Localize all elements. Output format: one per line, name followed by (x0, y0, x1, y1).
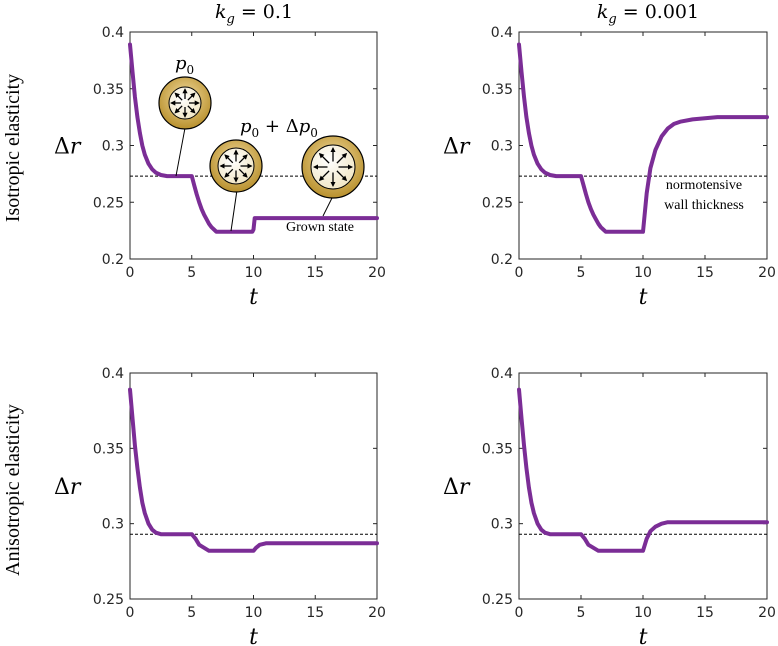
pressure-arrow (187, 92, 196, 101)
pressure-arrow (238, 154, 248, 164)
y-tick-label: 0.35 (93, 82, 124, 98)
row-label-anisotropic: Anisotropic elasticity (2, 404, 24, 576)
y-axis-label: Δr (443, 475, 471, 500)
y-tick-label: 0.25 (482, 592, 513, 608)
x-tick-label: 5 (577, 605, 586, 621)
x-tick-label: 20 (758, 265, 776, 281)
series-line (128, 42, 379, 234)
y-axis-label: Δr (54, 475, 82, 500)
y-tick-label: 0.4 (491, 366, 513, 382)
plot-area (129, 372, 378, 600)
plot-area (518, 372, 768, 600)
y-tick-label: 0.25 (93, 592, 124, 608)
panel-bottom-right: 0 5 10 15 20 0.25 0.3 0.35 0.4 t Δr (443, 366, 776, 646)
pressure-arrow (336, 152, 348, 164)
vessel-diagram-grown (301, 135, 365, 217)
x-tick-label: 20 (758, 605, 776, 621)
x-tick-label: 5 (187, 605, 196, 621)
y-tick-label: 0.3 (102, 139, 124, 155)
x-tick-label: 15 (696, 605, 714, 621)
x-axis-label: t (639, 625, 648, 646)
label-wall-thickness: wall thickness (664, 198, 744, 213)
y-tick-label: 0.25 (93, 195, 124, 211)
pressure-arrow (224, 154, 234, 164)
x-tick-label: 10 (634, 265, 652, 281)
pressure-arrow (336, 170, 348, 182)
x-tick-label: 5 (577, 265, 586, 281)
x-tick-label: 5 (187, 265, 196, 281)
y-axis-label: Δr (54, 135, 82, 160)
x-tick-label: 15 (306, 265, 324, 281)
x-tick-label: 15 (306, 605, 324, 621)
column-title-left: kg = 0.1 (215, 1, 293, 27)
label-p0-plus-dp0: p0 + Δp0 (240, 116, 318, 140)
x-axis-label: t (639, 285, 648, 310)
y-tick-label: 0.4 (491, 25, 513, 41)
x-axis-label: t (249, 285, 258, 310)
y-tick-label: 0.25 (482, 195, 513, 211)
label-p0: p0 (175, 53, 194, 77)
x-tick-label: 10 (634, 605, 652, 621)
label-grown-state: Grown state (286, 220, 354, 235)
x-tick-label: 10 (245, 265, 263, 281)
y-tick-label: 0.4 (102, 366, 124, 382)
series-line (128, 387, 379, 553)
x-tick-label: 0 (126, 605, 135, 621)
pressure-arrow (224, 168, 234, 178)
y-tick-label: 0.3 (491, 139, 513, 155)
x-tick-label: 0 (515, 605, 524, 621)
y-tick-label: 0.35 (482, 441, 513, 457)
x-tick-label: 15 (696, 265, 714, 281)
y-tick-label: 0.4 (102, 25, 124, 41)
y-tick-label: 0.2 (491, 252, 513, 268)
pressure-arrow (174, 105, 183, 114)
label-normotensive: normotensive (666, 178, 742, 193)
x-tick-label: 20 (368, 605, 386, 621)
panel-top-right: 0 5 10 15 20 0.2 0.25 0.3 0.35 0.4 t Δr (443, 25, 776, 310)
x-tick-label: 20 (368, 265, 386, 281)
pressure-arrow (238, 168, 248, 178)
pressure-arrow (318, 152, 330, 164)
y-tick-label: 0.3 (102, 517, 124, 533)
x-tick-label: 0 (515, 265, 524, 281)
y-tick-label: 0.3 (491, 517, 513, 533)
vessel-diagram-p0-plus-dp0 (209, 139, 263, 232)
row-label-isotropic: Isotropic elasticity (2, 74, 24, 222)
pressure-arrow (318, 170, 330, 182)
series-line (517, 387, 769, 553)
y-tick-label: 0.35 (482, 82, 513, 98)
pressure-arrow (187, 105, 196, 114)
panel-bottom-left: 0 5 10 15 20 0.25 0.3 0.35 0.4 t Δr (54, 366, 386, 646)
x-tick-label: 10 (245, 605, 263, 621)
column-title-right: kg = 0.001 (597, 1, 699, 27)
y-axis-label: Δr (443, 135, 471, 160)
series-line (517, 42, 769, 234)
y-tick-label: 0.2 (102, 252, 124, 268)
x-axis-label: t (249, 625, 258, 646)
x-tick-label: 0 (126, 265, 135, 281)
vessel-diagram-p0 (158, 76, 212, 177)
pressure-arrow (174, 92, 183, 101)
y-tick-label: 0.35 (93, 441, 124, 457)
